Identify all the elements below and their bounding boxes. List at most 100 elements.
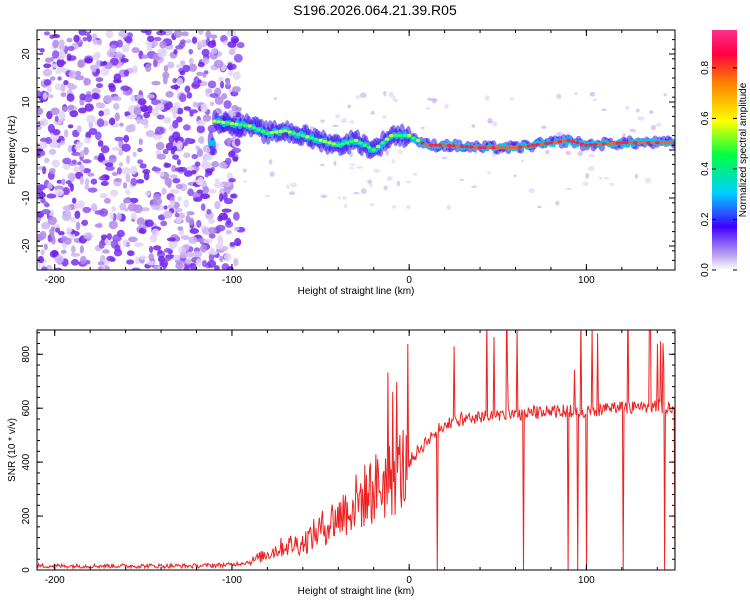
heat-blob [196,189,204,194]
heat-blob [55,69,62,75]
heat-blob [577,150,583,157]
heat-blob [340,118,348,124]
heat-blob [177,196,182,202]
heat-blob [221,93,228,100]
heat-blob [57,76,62,81]
heat-blob [183,199,190,208]
heat-blob [125,189,131,195]
snr-y-tick-label: 200 [21,507,32,524]
ridge-peak [624,141,629,145]
heat-blob [125,155,131,164]
spectrogram-y-tick-label: -10 [21,190,32,205]
heat-blob [132,151,137,158]
heat-blob [97,261,105,266]
heat-blob [161,187,167,196]
heat-blob [233,258,239,267]
heat-blob [113,73,122,82]
heat-blob [39,118,49,127]
heat-blob [93,52,100,61]
heat-blob [41,221,51,230]
ridge-peak [256,128,261,132]
heat-blob [97,140,104,147]
heat-blob [58,39,65,48]
heat-blob [94,131,102,141]
heat-blob [40,197,46,204]
heat-blob [582,181,589,187]
heat-blob [79,255,87,265]
heat-blob [130,177,138,187]
heat-blob [200,103,208,113]
heat-blob [130,94,136,103]
ridge-peak [362,143,368,147]
heat-blob [52,39,60,49]
heat-blob [228,150,236,158]
ridge-peak [411,136,416,140]
heat-blob [64,210,72,218]
heat-blob [143,111,151,119]
heat-blob [163,116,172,124]
ridge-peak [486,146,492,150]
heat-blob [98,240,105,249]
ridge-peak [606,142,611,146]
heat-blob [223,181,231,188]
heat-blob [172,154,180,160]
heat-blob [82,36,88,42]
ridge-peak [229,122,235,126]
heat-blob [114,136,124,142]
heat-blob [520,159,525,163]
heat-blob [337,196,342,200]
heat-blob [168,240,178,250]
ridge-peak [477,146,483,150]
heat-blob [412,172,418,176]
heat-blob [84,178,90,186]
heat-blob [83,77,92,86]
heat-blob [349,120,355,124]
heat-blob [159,40,167,49]
heat-blob [118,30,128,38]
heat-blob [176,116,183,123]
heat-blob [37,107,44,116]
heat-blob [225,157,232,166]
ridge-peak [522,144,527,148]
ridge-peak [544,141,549,145]
heat-blob [86,34,93,42]
heat-blob [234,238,242,247]
heat-blob [106,233,112,241]
heat-blob [565,151,572,156]
heat-blob [91,87,101,95]
heat-blob [169,107,177,114]
heat-blob [360,188,367,194]
heat-blob [268,159,273,165]
heat-blob [151,80,161,86]
heat-blob [406,205,411,209]
heat-blob [92,38,98,46]
heat-blob [49,34,56,39]
heat-blob [73,202,80,210]
ridge-peak [610,141,616,145]
heat-blob [163,247,172,253]
heat-blob [226,172,233,180]
heat-blob [94,210,105,215]
heat-blob [125,124,134,133]
heat-blob [73,34,80,43]
spectrogram-x-tick-label: 100 [578,275,595,286]
heat-blob [54,254,64,264]
heat-blob [191,83,201,88]
heat-blob [174,217,183,223]
heat-blob [163,64,169,73]
heat-blob [96,118,105,128]
heat-blob [74,145,81,150]
heat-blob [71,151,81,156]
ridge-peak [473,145,478,149]
heat-blob [105,165,115,171]
heat-blob [155,141,165,151]
ridge-peak [637,141,642,145]
heat-blob [204,173,209,178]
heat-blob [113,178,122,183]
heat-blob [83,94,93,103]
heat-blob [565,187,572,191]
heat-blob [114,51,123,59]
ridge-peak [371,148,376,152]
heat-blob [121,143,131,152]
heat-blob [225,229,232,235]
